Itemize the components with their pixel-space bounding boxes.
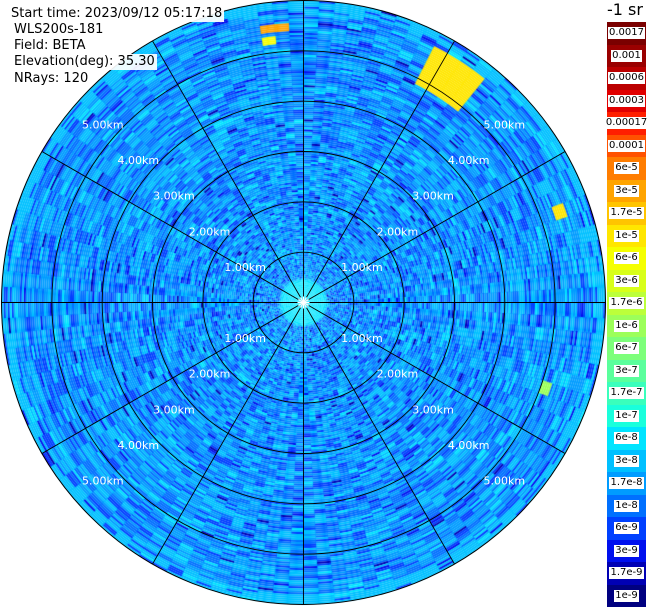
colorbar-cell: 3e-5 (607, 179, 646, 202)
range-ring-label: 2.00km (189, 225, 231, 238)
range-ring-label: 4.00km (448, 154, 490, 167)
colorbar-tick-label: 3e-5 (614, 184, 639, 197)
azimuth-spoke (152, 302, 304, 565)
range-ring-label: 1.00km (341, 332, 383, 345)
instrument-label: WLS200s-181 (12, 22, 106, 38)
colorbar-cell: 1.7e-5 (607, 202, 646, 225)
colorbar-cell: 0.0017 (607, 22, 646, 45)
range-ring-label: 5.00km (82, 119, 124, 132)
range-labels: 1.00km 1.00km 1.00km 1.00km 2.00km 2.00km 2.00… (82, 119, 525, 488)
colorbar-tick-label: 3e-8 (614, 454, 639, 467)
colorbar-tick-label: 6e-6 (614, 252, 639, 265)
colorbar-cell: 1.7e-6 (607, 292, 646, 315)
colorbar-tick-label: 1.7e-9 (609, 567, 644, 580)
colorbar-cell: 6e-5 (607, 157, 646, 180)
range-ring-label: 1.00km (341, 261, 383, 274)
range-ring-label: 2.00km (377, 225, 419, 238)
colorbar-tick-label: 3e-6 (614, 274, 639, 287)
colorbar-tick-label: 0.0017 (608, 27, 645, 40)
range-ring-label: 1.00km (224, 261, 266, 274)
colorbar-cell: 1e-7 (607, 404, 646, 427)
colorbar-tick-label: 1e-9 (614, 589, 639, 602)
colorbar-tick-label: 1e-8 (614, 499, 639, 512)
range-ring-label: 2.00km (189, 368, 231, 381)
colorbar-cell: 0.0003 (607, 89, 646, 112)
colorbar-cell: 6e-7 (607, 337, 646, 360)
colorbar-tick-label: 0.0001 (608, 139, 645, 152)
range-ring-label: 4.00km (118, 439, 160, 452)
colorbar-tick-label: 1e-5 (614, 229, 639, 242)
colorbar-cell: 3e-9 (607, 539, 646, 562)
colorbar-cell: 1e-8 (607, 494, 646, 517)
colorbar-tick-label: 1e-6 (614, 319, 639, 332)
colorbar: 0.0017 0.001 0.0006 0.0003 0.00017 0.0001 6e-5… (604, 22, 647, 607)
colorbar-tick-label: 6e-8 (614, 432, 639, 445)
colorbar-tick-label: 0.0003 (608, 94, 645, 107)
colorbar-tick-label: 0.001 (611, 49, 642, 62)
colorbar-tick-label: 0.0006 (608, 72, 645, 85)
colorbar-cell: 1.7e-9 (607, 562, 646, 585)
ppi-grid-overlay: 1.00km 1.00km 1.00km 1.00km 2.00km 2.00km 2.00… (1, 0, 606, 605)
colorbar-tick-label: 3e-9 (614, 544, 639, 557)
colorbar-cell: 3e-6 (607, 269, 646, 292)
nrays-label: NRays: 120 (12, 71, 91, 87)
azimuth-spokes (1, 0, 606, 605)
colorbar-cell: 1e-6 (607, 314, 646, 337)
colorbar-tick-label: 1.7e-7 (609, 387, 644, 400)
azimuth-spoke (303, 302, 566, 454)
colorbar-cell: 6e-9 (607, 517, 646, 540)
range-ring-label: 3.00km (153, 403, 195, 416)
start-time-label: Start time: 2023/09/12 05:17:18 (9, 6, 225, 22)
colorbar-cell: 6e-8 (607, 427, 646, 450)
colorbar-cell: 0.001 (607, 44, 646, 67)
colorbar-cell: 0.0006 (607, 67, 646, 90)
colorbar-cell: 0.0001 (607, 134, 646, 157)
colorbar-tick-label: 6e-5 (614, 162, 639, 175)
range-ring-label: 1.00km (224, 332, 266, 345)
colorbar-cell: 1.7e-8 (607, 472, 646, 495)
azimuth-spoke (41, 302, 304, 454)
azimuth-spoke (303, 40, 455, 303)
colorbar-tick-label: 1.7e-6 (609, 297, 644, 310)
colorbar-cell: 3e-8 (607, 449, 646, 472)
range-ring-label: 5.00km (483, 119, 525, 132)
range-ring-label: 2.00km (377, 368, 419, 381)
colorbar-unit-title: -1 sr (607, 0, 643, 19)
colorbar-tick-label: 1.7e-5 (609, 207, 644, 220)
colorbar-cell: 3e-7 (607, 359, 646, 382)
field-label: Field: BETA (12, 38, 88, 54)
azimuth-spoke (41, 151, 304, 303)
azimuth-spoke (303, 151, 566, 303)
center-marker-ray (303, 298, 309, 304)
range-ring-label: 3.00km (153, 190, 195, 203)
elevation-label: Elevation(deg): 35.30 (12, 54, 157, 70)
colorbar-tick-label: 3e-7 (614, 364, 639, 377)
range-ring-label: 4.00km (118, 154, 160, 167)
colorbar-cell: 6e-6 (607, 247, 646, 270)
range-ring-label: 3.00km (412, 190, 454, 203)
colorbar-cell: 1e-5 (607, 224, 646, 247)
colorbar-tick-label: 1e-7 (614, 409, 639, 422)
azimuth-spoke (303, 302, 455, 565)
colorbar-cell: 0.00017 (604, 112, 647, 135)
range-ring-label: 5.00km (82, 474, 124, 487)
range-ring-label: 4.00km (448, 439, 490, 452)
colorbar-cell: 1e-9 (607, 584, 646, 607)
colorbar-cell: 1.7e-7 (607, 382, 646, 405)
colorbar-tick-label: 6e-7 (614, 342, 639, 355)
colorbar-tick-label: 1.7e-8 (609, 477, 644, 490)
colorbar-tick-label: 6e-9 (614, 522, 639, 535)
colorbar-tick-label: 0.00017 (604, 117, 647, 130)
range-ring-label: 3.00km (412, 403, 454, 416)
azimuth-spoke (152, 40, 304, 303)
range-ring-label: 5.00km (483, 474, 525, 487)
